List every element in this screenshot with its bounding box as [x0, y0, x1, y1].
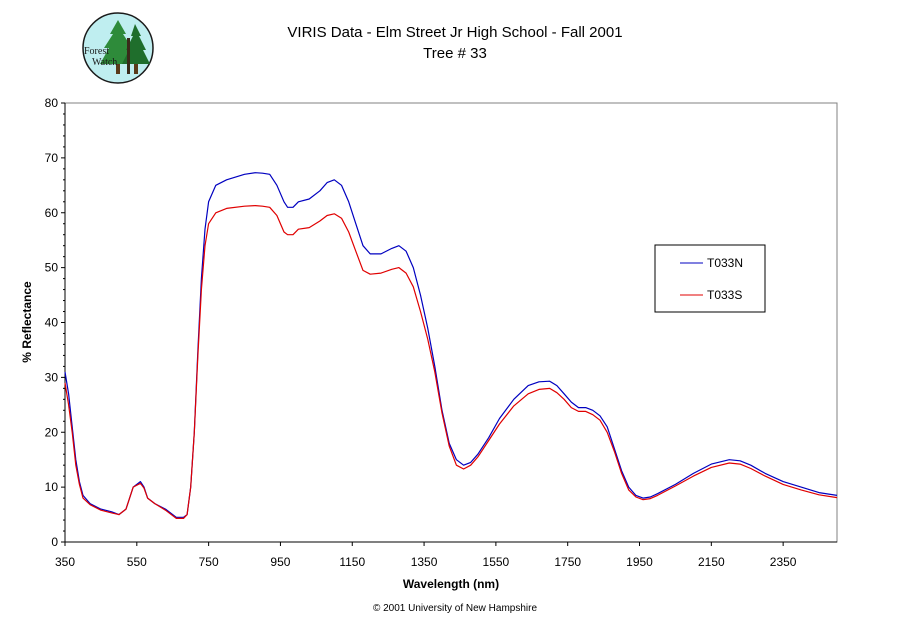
y-tick-label: 20	[45, 425, 59, 439]
x-tick-label: 1150	[339, 555, 365, 569]
x-tick-label: 2150	[698, 555, 725, 569]
chart-subtitle: Tree # 33	[423, 45, 487, 62]
x-axis-ticks: 350 550 750 950 1150 1350 1550 1750 1950 2150 2350	[55, 542, 797, 569]
y-tick-label: 60	[45, 206, 59, 220]
x-axis-label: Wavelength (nm)	[403, 577, 499, 591]
plot-area	[64, 102, 838, 543]
logo-text-watch: Watch	[92, 57, 117, 68]
y-tick-label: 30	[45, 370, 59, 384]
x-tick-label: 2350	[770, 555, 797, 569]
legend-label-t033n: T033N	[707, 256, 743, 270]
logo-text-forest: Forest	[84, 46, 109, 57]
legend-label-t033s: T033S	[707, 288, 742, 302]
chart-title: VIRIS Data - Elm Street Jr High School -…	[287, 24, 622, 41]
x-tick-label: 1750	[554, 555, 581, 569]
y-axis-label: % Reflectance	[20, 281, 34, 363]
series-lines	[64, 172, 838, 520]
y-tick-label: 0	[51, 535, 58, 549]
x-tick-label: 1350	[411, 555, 438, 569]
forest-watch-logo: Forest Watch	[82, 12, 154, 84]
y-tick-label: 80	[45, 96, 59, 110]
x-tick-label: 1550	[483, 555, 510, 569]
y-tick-label: 50	[45, 261, 59, 275]
x-tick-label: 350	[55, 555, 75, 569]
x-tick-label: 1950	[626, 555, 653, 569]
y-tick-label: 40	[45, 316, 59, 330]
series-line-t033s	[64, 205, 838, 520]
x-tick-label: 550	[127, 555, 147, 569]
y-tick-label: 10	[45, 480, 59, 494]
copyright-notice: © 2001 University of New Hampshire	[373, 603, 538, 614]
y-axis-ticks: 0 10 20 30 40 50 60 70 80	[45, 96, 65, 549]
legend-box	[654, 244, 766, 313]
x-tick-label: 750	[199, 555, 219, 569]
x-tick-label: 950	[270, 555, 290, 569]
y-tick-label: 70	[45, 151, 59, 165]
legend: T033N T033S	[654, 244, 766, 313]
